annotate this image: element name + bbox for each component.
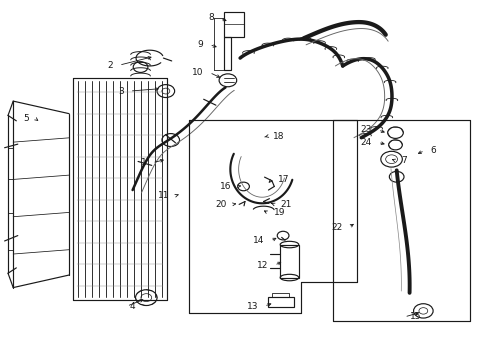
Bar: [269, 297, 294, 307]
Text: 24: 24: [361, 138, 372, 147]
Text: 16: 16: [220, 182, 231, 191]
Text: 22: 22: [331, 223, 343, 232]
Bar: [280, 244, 299, 278]
Text: 18: 18: [273, 132, 285, 141]
Text: 10: 10: [192, 68, 203, 77]
Text: 3: 3: [118, 86, 124, 95]
Text: 2: 2: [107, 61, 113, 70]
Text: 5: 5: [24, 114, 29, 123]
Bar: [224, 12, 244, 37]
Text: 21: 21: [280, 200, 292, 209]
Bar: [224, 37, 231, 69]
Text: 6: 6: [431, 146, 437, 155]
Text: 17: 17: [278, 175, 290, 184]
Text: 7: 7: [401, 156, 407, 165]
Text: 13: 13: [246, 302, 258, 311]
Text: 14: 14: [253, 237, 265, 246]
Text: 4: 4: [130, 302, 135, 311]
Text: 23: 23: [361, 125, 372, 134]
Text: 15: 15: [410, 312, 422, 321]
Text: 11: 11: [158, 191, 169, 200]
Text: 20: 20: [215, 200, 226, 209]
Text: 1: 1: [141, 158, 147, 167]
Text: 19: 19: [274, 208, 286, 217]
Text: 12: 12: [257, 261, 269, 270]
Bar: [272, 293, 289, 297]
Text: 9: 9: [198, 40, 203, 49]
Text: 8: 8: [208, 13, 214, 22]
